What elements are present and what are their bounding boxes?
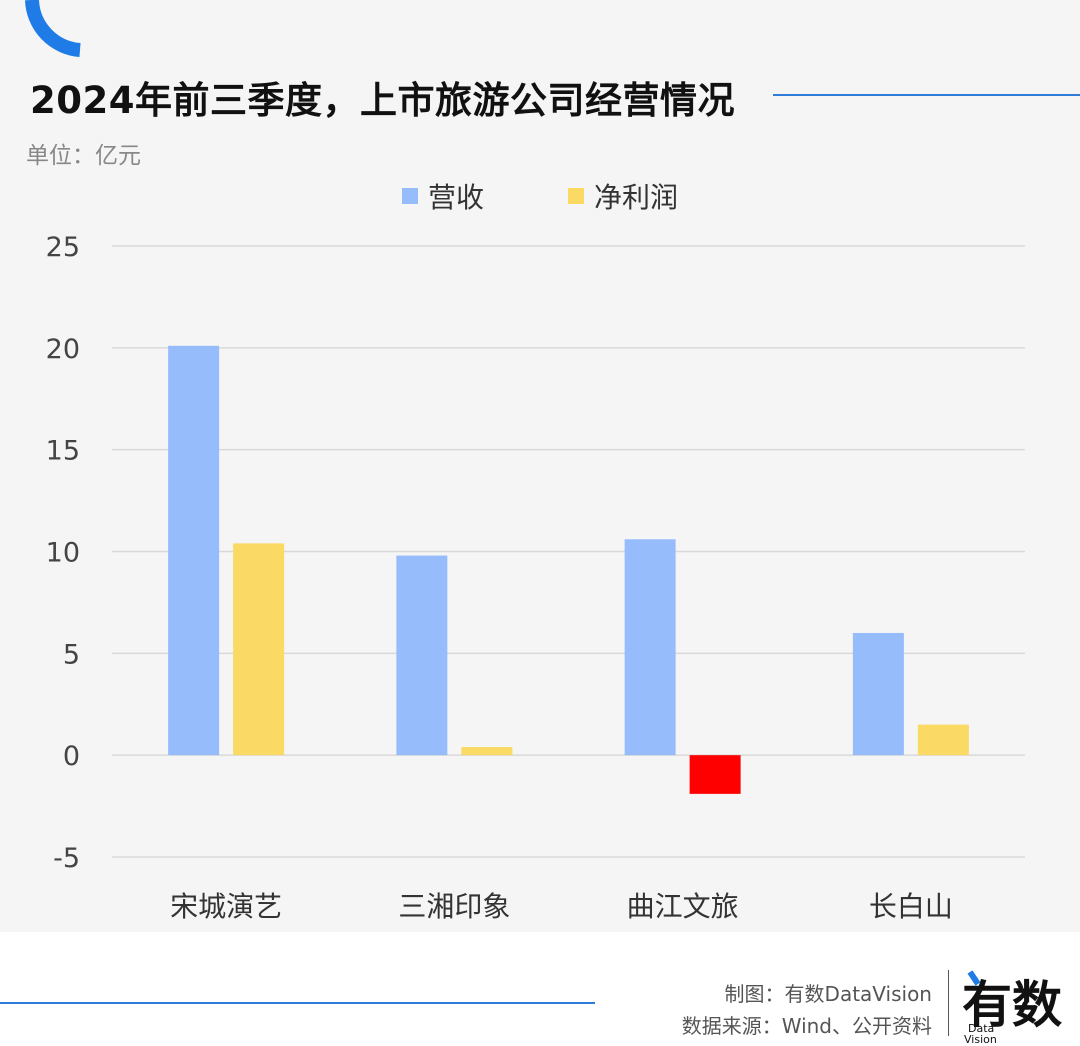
legend-swatch-revenue bbox=[401, 188, 418, 204]
bar-profit-0 bbox=[233, 543, 285, 756]
legend-item-profit: 净利润 bbox=[508, 176, 678, 216]
bar-profit-3 bbox=[917, 724, 969, 756]
logo-main-text: 有数 bbox=[962, 976, 1062, 1034]
y-tick-label: -5 bbox=[53, 843, 80, 874]
credit-source: 数据来源：Wind、公开资料 bbox=[681, 1014, 932, 1038]
legend-item-revenue: 营收 bbox=[401, 176, 484, 216]
y-tick-label: 25 bbox=[46, 232, 80, 263]
y-tick-label: 10 bbox=[46, 538, 80, 569]
legend-swatch-profit bbox=[568, 188, 584, 204]
footer-rule bbox=[0, 1002, 595, 1004]
y-tick-label: 5 bbox=[63, 639, 80, 670]
credit-divider bbox=[948, 970, 949, 1036]
corner-arc-decoration bbox=[25, 0, 81, 57]
bar-revenue-3 bbox=[852, 632, 904, 756]
x-tick-label: 宋城演艺 bbox=[170, 890, 282, 923]
logo-sub-data: Data bbox=[968, 1022, 994, 1035]
datavision-logo: 有数 Data Vision bbox=[962, 970, 1062, 1044]
bar-profit-1 bbox=[461, 747, 513, 756]
credits: 制图：有数DataVision 数据来源：Wind、公开资料 bbox=[682, 978, 932, 1042]
legend-label-revenue: 营收 bbox=[427, 181, 484, 214]
bar-revenue-0 bbox=[168, 345, 220, 756]
x-tick-label: 曲江文旅 bbox=[627, 890, 739, 923]
legend: 营收 净利润 bbox=[0, 176, 1080, 216]
title-rule bbox=[773, 94, 1080, 96]
bar-profit-2 bbox=[689, 755, 741, 794]
logo-sub-vision: Vision bbox=[964, 1033, 997, 1044]
page-title: 2024年前三季度，上市旅游公司经营情况 bbox=[30, 79, 735, 122]
bar-revenue-2 bbox=[624, 539, 676, 756]
y-axis-ticks: 25 20 15 10 5 0 -5 bbox=[46, 232, 80, 874]
credit-made-by: 制图：有数DataVision bbox=[724, 982, 932, 1006]
y-tick-label: 0 bbox=[63, 741, 80, 772]
x-tick-label: 三湘印象 bbox=[398, 890, 510, 923]
unit-label: 单位：亿元 bbox=[26, 143, 141, 169]
bar-revenue-1 bbox=[396, 555, 448, 756]
x-tick-label: 长白山 bbox=[869, 890, 953, 923]
x-axis-ticks: 宋城演艺 三湘印象 曲江文旅 长白山 bbox=[170, 890, 953, 923]
y-tick-label: 15 bbox=[46, 436, 80, 467]
bar-chart: 25 20 15 10 5 0 -5 宋城演艺 三湘印象 曲江文旅 长白山 bbox=[46, 232, 1025, 923]
legend-label-profit: 净利润 bbox=[594, 181, 679, 214]
bars bbox=[168, 345, 969, 794]
y-tick-label: 20 bbox=[46, 334, 80, 365]
